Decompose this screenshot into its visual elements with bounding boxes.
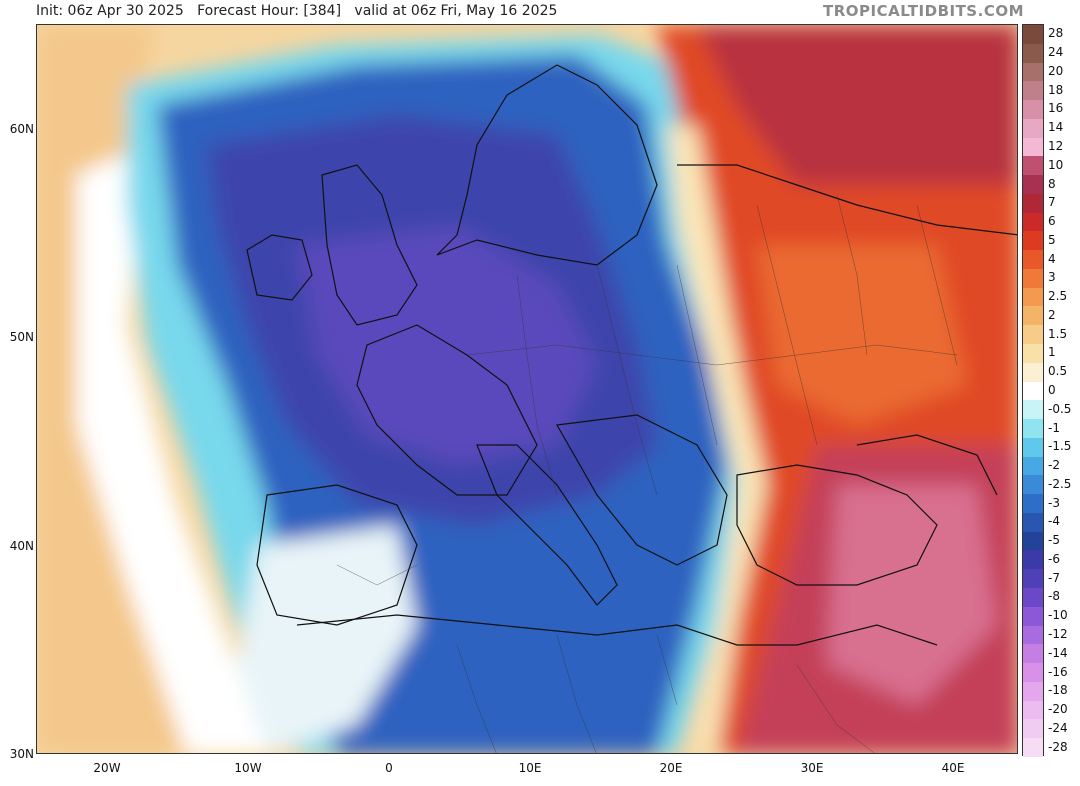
map-canvas — [37, 25, 1017, 753]
color-scale-cell — [1023, 681, 1043, 701]
temperature-anomaly-map[interactable] — [36, 24, 1018, 754]
lat-label-50n: 50N — [9, 330, 34, 344]
color-scale-cell — [1023, 475, 1043, 495]
lat-label-60n: 60N — [9, 122, 34, 136]
color-scale-label: 5 — [1048, 232, 1056, 247]
color-scale-cell — [1023, 531, 1043, 551]
color-scale-cell — [1023, 100, 1043, 119]
color-scale-cell — [1023, 193, 1043, 213]
color-scale-cell — [1023, 25, 1043, 44]
color-scale-label: -8 — [1048, 589, 1060, 604]
lon-label-10e: 10E — [518, 761, 542, 775]
color-scale-label: 8 — [1048, 176, 1056, 191]
color-scale-cell — [1023, 456, 1043, 476]
lon-label-10w: 10W — [234, 761, 262, 775]
color-scale-cell — [1023, 550, 1043, 570]
lon-label-20w: 20W — [93, 761, 121, 775]
color-scale-label: 12 — [1048, 139, 1064, 153]
color-scale-label: 1 — [1048, 345, 1056, 360]
color-scale-label: -20 — [1048, 702, 1068, 717]
color-scale-cell — [1023, 175, 1043, 194]
color-scale-label: 7 — [1048, 195, 1056, 210]
color-scale-label: -10 — [1048, 608, 1068, 623]
color-scale-label: -5 — [1048, 533, 1060, 548]
color-scale-label: 20 — [1048, 63, 1064, 78]
color-scale-label: -24 — [1048, 720, 1068, 735]
color-scale-cell — [1023, 437, 1043, 457]
color-scale-label: 16 — [1048, 101, 1064, 116]
color-scale-label: 0.5 — [1048, 364, 1068, 379]
color-scale-bar — [1022, 24, 1044, 757]
color-scale-cell — [1023, 344, 1043, 363]
brand-logo-text: TROPICALTIDBITS.COM — [823, 2, 1024, 20]
color-scale-cell — [1023, 306, 1043, 326]
color-scale-cell — [1023, 287, 1043, 307]
color-scale-label: -6 — [1048, 551, 1060, 566]
color-scale-label: -3 — [1048, 495, 1060, 510]
lon-label-30e: 30E — [800, 761, 824, 775]
color-scale-label: -2 — [1048, 458, 1060, 473]
color-scale-label: 6 — [1048, 214, 1056, 229]
color-scale-cell — [1023, 268, 1043, 288]
color-scale-label: 18 — [1048, 82, 1064, 97]
color-scale-label: -28 — [1048, 739, 1068, 754]
color-scale-label: 2.5 — [1048, 289, 1068, 304]
color-scale-label: -7 — [1048, 570, 1060, 585]
color-scale-cell — [1023, 81, 1043, 101]
color-scale-cell — [1023, 606, 1043, 626]
color-scale-cell — [1023, 212, 1043, 232]
color-scale-label: -16 — [1048, 664, 1068, 679]
color-scale-cell — [1023, 719, 1043, 739]
color-scale-cell — [1023, 62, 1043, 82]
color-scale-cell — [1023, 663, 1043, 682]
init-forecast-text: Init: 06z Apr 30 2025 Forecast Hour: [38… — [36, 3, 558, 19]
color-scale-cell — [1023, 494, 1043, 513]
color-scale-cell — [1023, 512, 1043, 532]
color-scale-cell — [1023, 569, 1043, 588]
color-scale-label: -1 — [1048, 420, 1060, 435]
borders — [336, 194, 958, 753]
color-scale-cell — [1023, 362, 1043, 382]
color-scale-label: -0.5 — [1048, 401, 1072, 416]
color-scale-cell — [1023, 419, 1043, 438]
color-scale-cell — [1023, 43, 1043, 63]
color-scale-label: 2 — [1048, 307, 1056, 322]
coastlines — [246, 64, 1017, 646]
color-scale-label: 10 — [1048, 157, 1064, 172]
color-scale-label: 4 — [1048, 251, 1056, 266]
lon-label-40e: 40E — [941, 761, 965, 775]
color-scale-cell — [1023, 250, 1043, 269]
color-scale-label: 24 — [1048, 45, 1064, 60]
color-scale-cell — [1023, 381, 1043, 401]
color-scale-label: -1.5 — [1048, 439, 1072, 454]
color-scale-label: 14 — [1048, 120, 1064, 135]
color-scale-label: -14 — [1048, 645, 1068, 660]
color-scale-label: 28 — [1048, 26, 1064, 41]
color-scale-cell — [1023, 231, 1043, 251]
color-scale-cell — [1023, 400, 1043, 420]
color-scale-cell — [1023, 137, 1043, 157]
header-bar: Init: 06z Apr 30 2025 Forecast Hour: [38… — [0, 0, 1080, 24]
lat-label-30n: 30N — [9, 747, 34, 761]
color-scale-label: -4 — [1048, 514, 1060, 529]
color-scale-cell — [1023, 644, 1043, 664]
lon-label-0: 0 — [385, 761, 393, 775]
color-scale-cell — [1023, 625, 1043, 645]
color-scale-cell — [1023, 587, 1043, 607]
color-scale-cell — [1023, 156, 1043, 176]
color-scale-label: -12 — [1048, 627, 1068, 641]
color-scale-label: 0 — [1048, 383, 1056, 397]
lat-label-40n: 40N — [9, 539, 34, 553]
color-scale-label: 1.5 — [1048, 326, 1068, 341]
color-scale-label: 3 — [1048, 270, 1056, 285]
lon-label-20e: 20E — [659, 761, 683, 775]
color-scale-cell — [1023, 118, 1043, 138]
anomaly-field — [37, 25, 1017, 753]
color-scale-cell — [1023, 325, 1043, 345]
color-scale-label: -18 — [1048, 683, 1068, 698]
color-scale-cell — [1023, 700, 1043, 720]
color-scale-label: -2.5 — [1048, 476, 1072, 491]
color-scale-cell — [1023, 738, 1043, 757]
